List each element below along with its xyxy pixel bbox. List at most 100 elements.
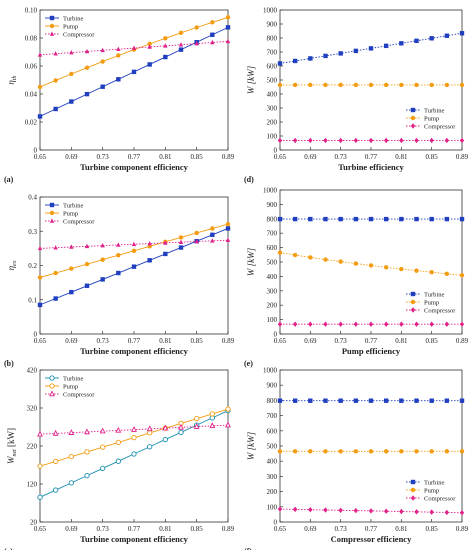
y-tick-label: 300 [267,287,278,295]
x-tick-label: 0.73 [97,337,110,345]
data-point [308,255,313,260]
data-point [429,216,434,222]
data-point [368,508,374,514]
data-point [99,427,106,434]
data-point [69,266,74,271]
x-tick-label: 0.69 [65,153,78,161]
data-point [383,449,389,454]
x-tick-label: 0.73 [97,525,110,533]
data-point [147,44,152,49]
data-point [368,137,374,144]
data-point [49,202,55,208]
data-point [277,250,283,255]
x-tick-label: 0.73 [97,153,110,161]
data-point [53,106,58,112]
data-point [49,15,55,21]
data-point [414,82,419,88]
data-point [146,425,153,432]
data-point [277,137,283,144]
legend-label: Pump [63,24,78,31]
data-point [410,495,416,501]
data-point [84,428,90,435]
data-point [338,51,343,56]
data-point [308,137,313,144]
data-point [53,245,58,250]
legend-label: Turbine [424,292,444,299]
data-point [116,253,121,258]
data-point [37,430,43,437]
y-tick-label: 0.10 [25,7,38,15]
y-tick-label: 420 [27,367,38,375]
data-point [353,48,359,54]
data-point [323,82,328,88]
data-point [225,421,231,428]
data-point [194,238,199,244]
data-point [459,82,465,88]
data-point [69,99,74,104]
data-point [444,82,450,88]
data-point [53,487,59,493]
data-point [116,270,121,276]
data-point [383,321,389,327]
data-point [459,510,465,516]
data-point [444,137,450,144]
data-point [444,33,450,38]
x-tick-label: 0.73 [335,153,348,161]
y-axis-label: W [kW] [246,431,256,460]
y-tick-label: 100 [267,316,278,324]
data-point [131,451,137,457]
data-point [308,449,313,454]
data-point [414,268,419,273]
data-point [178,245,184,250]
data-point [53,270,58,276]
x-tick-label: 0.65 [274,337,287,345]
data-point [277,449,283,454]
y-tick-label: 100 [267,133,278,141]
data-point [399,321,404,327]
data-point [116,53,121,58]
data-point [323,449,328,454]
chart-panel: 0.65 0.69 0.73 0.77 0.81 0.85 0.89 0 100 200 300 40… [244,187,469,369]
x-tick-label: 0.85 [191,525,204,533]
data-point [459,216,465,222]
data-point [131,434,137,441]
data-point [429,82,434,88]
y-tick-label: 200 [267,119,278,127]
data-point [37,84,43,90]
data-point [69,71,74,77]
data-point [308,82,313,88]
x-tick-label: 0.81 [395,337,408,345]
data-point [131,426,137,432]
data-point [308,216,313,222]
y-tick-label: 700 [267,49,278,57]
y-tick-label: 200 [267,488,278,496]
data-point [162,436,168,443]
data-point [459,449,465,454]
data-point [414,321,419,327]
y-tick-label: 100 [267,503,278,511]
legend-label: Turbine [63,16,83,23]
data-point [338,321,343,327]
data-point [292,506,298,513]
x-tick-label: 0.89 [222,525,235,533]
data-point [178,429,184,435]
data-point [115,426,122,433]
data-point [292,398,298,403]
data-point [178,239,184,245]
data-point [116,46,121,51]
data-point [459,31,465,36]
data-point [194,41,199,46]
data-point [338,259,343,264]
chart-panel: 0.65 0.69 0.73 0.77 0.81 0.85 0.89 20 120 220 320 4… [4,367,235,550]
data-point [163,240,168,245]
y-tick-label: 700 [267,412,278,420]
data-point [410,291,416,297]
y-axis-label: ηex [6,260,18,270]
x-axis-label: Turbine component efficiency [80,534,189,544]
data-point [194,230,199,236]
data-point [37,275,43,280]
data-point [178,42,184,47]
x-tick-label: 0.89 [456,525,469,533]
y-tick-label: 400 [267,458,278,466]
